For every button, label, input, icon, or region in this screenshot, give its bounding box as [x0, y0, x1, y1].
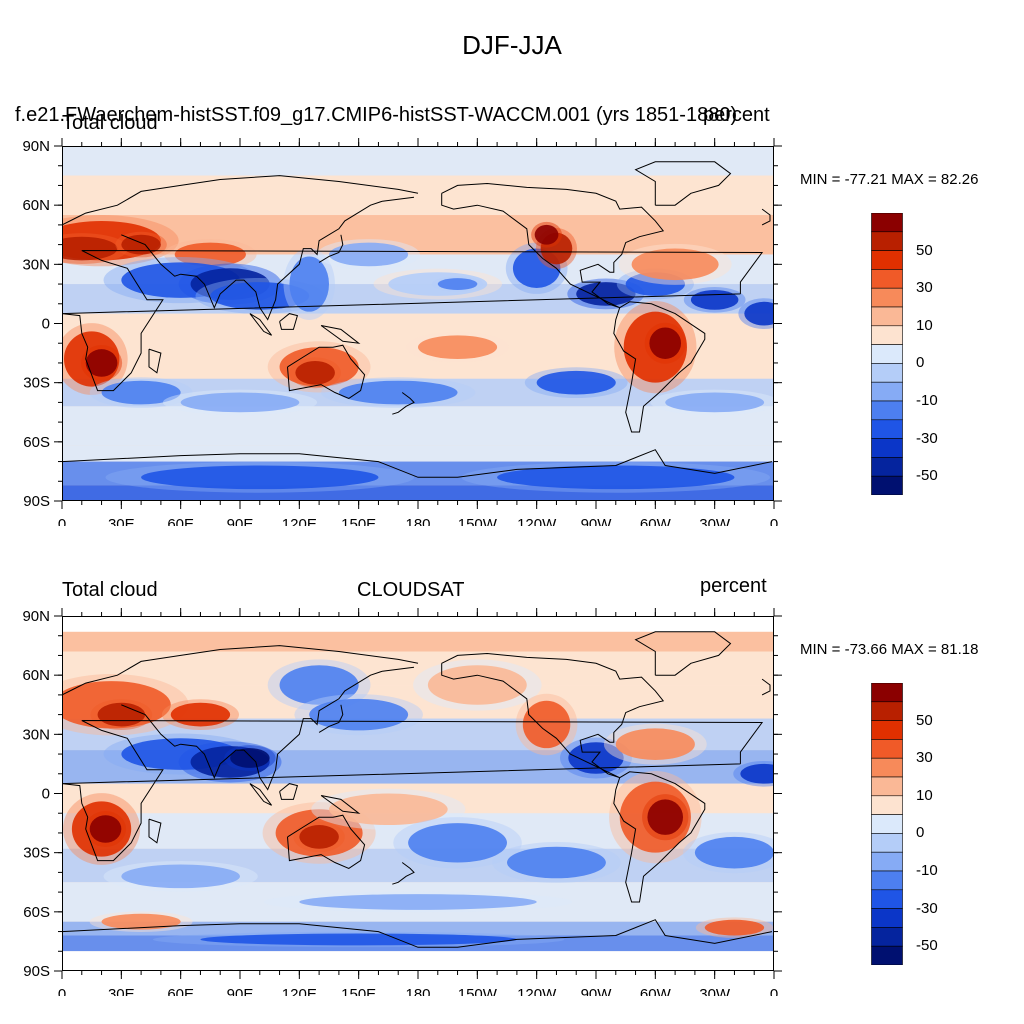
lon-tick-label: 90E: [227, 986, 254, 996]
lon-tick-label: 30E: [108, 516, 135, 526]
colorbar-label: -30: [916, 429, 938, 447]
colorbar-swatch: [871, 776, 903, 797]
colorbar-swatch: [871, 475, 903, 495]
lon-tick-label: 60E: [167, 516, 194, 526]
panel-right-title: percent: [700, 575, 767, 597]
lat-tick-label: 90S: [23, 493, 50, 510]
colorbar-swatch: [871, 757, 903, 778]
colorbar-label: -50: [916, 937, 938, 955]
lon-tick-label: 180: [405, 986, 430, 996]
min-max-stats: MIN = -73.66 MAX = 81.18: [800, 641, 979, 658]
colorbar-label: 50: [916, 711, 933, 729]
colorbar-swatch: [871, 927, 903, 947]
lon-tick-label: 90W: [581, 986, 613, 996]
colorbar-label: -50: [916, 467, 938, 485]
lon-tick-label: 150E: [341, 986, 376, 996]
colorbar-swatch: [871, 870, 903, 891]
lon-tick-label: 120W: [517, 986, 557, 996]
panel-left-title: Total cloud: [62, 112, 158, 134]
lon-tick-label: 120W: [517, 516, 557, 526]
figure-title: DJF-JJA: [462, 30, 562, 60]
lon-tick-label: 150W: [458, 516, 498, 526]
lat-tick-label: 30N: [22, 726, 50, 743]
lon-tick-label: 150E: [341, 516, 376, 526]
colorbar-label: 50: [916, 241, 933, 259]
lat-tick-label: 30S: [23, 845, 50, 862]
panel-units-label: percent: [703, 104, 770, 126]
lat-tick-label: 60S: [23, 434, 50, 451]
lon-tick-label: 90W: [581, 516, 613, 526]
lon-tick-label: 90E: [227, 516, 254, 526]
lon-tick-label: 60W: [640, 516, 672, 526]
colorbar-swatch: [871, 945, 903, 965]
lon-tick-label: 60W: [640, 986, 672, 996]
panel-case-label: f.e21.FWaerchem-histSST.f09_g17.CMIP6-hi…: [15, 104, 738, 126]
map-plot: [62, 616, 774, 971]
lon-tick-label: 0: [770, 986, 778, 996]
coastlines: [62, 631, 773, 948]
lon-tick-label: 0: [58, 516, 66, 526]
colorbar-label: 10: [916, 786, 933, 804]
colorbar-swatch: [871, 908, 903, 928]
min-max-stats: MIN = -77.21 MAX = 82.26: [800, 171, 979, 188]
colorbar-swatch: [871, 701, 903, 721]
map-plot: [62, 146, 774, 501]
lat-tick-label: 30S: [23, 375, 50, 392]
colorbar-label: -30: [916, 899, 938, 917]
colorbar-label: 0: [916, 824, 925, 842]
lat-tick-label: 60S: [23, 904, 50, 921]
lat-tick-label: 0: [42, 786, 50, 803]
lon-tick-label: 30W: [699, 516, 731, 526]
lat-tick-label: 0: [42, 316, 50, 333]
colorbar-swatch: [871, 739, 903, 759]
panel-top: Total cloud f.e21.FWaerchem-histSST.f09_…: [15, 104, 979, 526]
lon-tick-label: 60E: [167, 986, 194, 996]
colorbar-swatch: [871, 683, 903, 703]
lon-tick-label: 30W: [699, 986, 731, 996]
colorbar-label: -10: [916, 392, 938, 409]
lon-tick-label: 180: [405, 516, 430, 526]
lat-tick-label: 30N: [22, 256, 50, 273]
axis-frame: 90N 60N 30N 0 30S 60S 90S 0 30E 60E 90E 120E 150E 180…: [22, 608, 782, 996]
colorbar: [871, 213, 903, 495]
colorbar-label: 30: [916, 279, 933, 297]
coastlines: [62, 161, 773, 478]
colorbar-swatch: [871, 833, 903, 853]
lat-tick-label: 90S: [23, 963, 50, 980]
lon-tick-label: 30E: [108, 986, 135, 996]
panel-left-title: Total cloud: [62, 579, 158, 601]
colorbar-swatch: [871, 851, 903, 872]
lon-tick-label: 120E: [282, 516, 317, 526]
colorbar-label: 0: [916, 354, 925, 372]
lat-tick-label: 60N: [22, 197, 50, 214]
colorbar: [871, 683, 903, 965]
lat-tick-label: 90N: [22, 608, 50, 625]
colorbar-swatch: [871, 795, 903, 815]
colorbar-label: 30: [916, 749, 933, 767]
lat-tick-label: 90N: [22, 138, 50, 155]
colorbar-label: 10: [916, 316, 933, 334]
contour-fill: [62, 146, 774, 501]
colorbar-swatch: [871, 889, 903, 909]
panel-center-title: CLOUDSAT: [357, 579, 465, 601]
colorbar-swatch: [871, 720, 903, 740]
lon-tick-label: 0: [58, 986, 66, 996]
lat-tick-label: 60N: [22, 667, 50, 684]
lon-tick-label: 0: [770, 516, 778, 526]
colorbar-label: -10: [916, 862, 938, 879]
axis-frame: 90N 60N 30N 0 30S 60S 90S 0 30E 60E 90E 120E 150E 180…: [22, 138, 782, 526]
colorbar-swatch: [871, 814, 903, 834]
lon-tick-label: 150W: [458, 986, 498, 996]
lon-tick-label: 120E: [282, 986, 317, 996]
